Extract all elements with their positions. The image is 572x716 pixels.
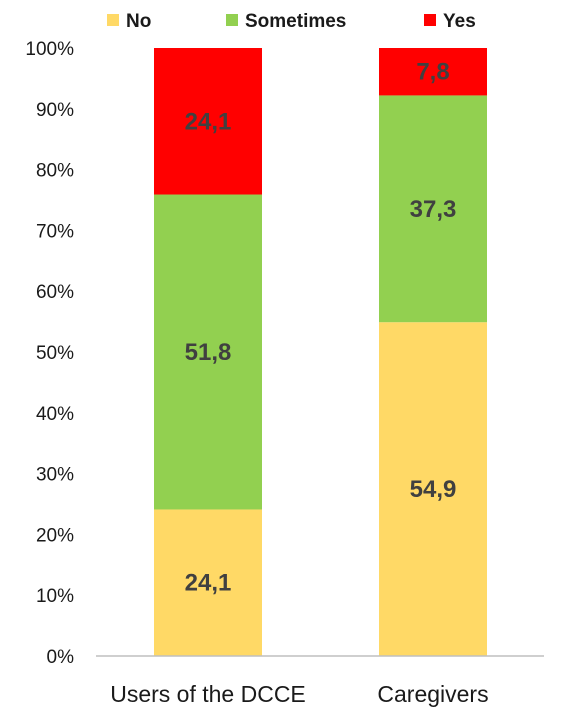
y-tick-label: 70% xyxy=(36,221,74,242)
bar-segment-sometimes xyxy=(379,95,487,323)
y-tick-label: 50% xyxy=(36,343,74,364)
y-tick-label: 10% xyxy=(36,586,74,607)
bar-segment-sometimes xyxy=(154,194,262,510)
data-label: 51,8 xyxy=(185,339,232,366)
legend: No Sometimes Yes xyxy=(107,11,476,32)
legend-label: Sometimes xyxy=(245,11,346,32)
legend-swatch-sometimes xyxy=(226,14,238,26)
x-category-label: Users of the DCCE xyxy=(110,681,306,707)
data-label: 24,1 xyxy=(185,108,232,135)
y-tick-label: 60% xyxy=(36,282,74,303)
x-category-label: Caregivers xyxy=(377,681,488,707)
y-axis: 0% 10% 20% 30% 40% 50% 60% 70% 80% 90% 100% xyxy=(25,39,74,668)
data-label: 54,9 xyxy=(410,476,457,503)
bar-segment-no xyxy=(154,509,262,656)
legend-label: No xyxy=(126,11,151,32)
bar-segment-no xyxy=(379,322,487,656)
y-tick-label: 90% xyxy=(36,100,74,121)
y-tick-label: 40% xyxy=(36,404,74,425)
y-tick-label: 80% xyxy=(36,161,74,182)
data-label: 37,3 xyxy=(410,196,457,223)
bar-segment-yes xyxy=(154,48,262,195)
bar-segment-yes xyxy=(379,48,487,96)
y-tick-label: 100% xyxy=(25,39,74,60)
bars: 24,1 51,8 24,1 54,9 37,3 7,8 xyxy=(154,48,487,656)
y-tick-label: 30% xyxy=(36,465,74,486)
legend-swatch-no xyxy=(107,14,119,26)
data-label: 7,8 xyxy=(416,59,449,86)
data-label: 24,1 xyxy=(185,570,232,597)
y-tick-label: 0% xyxy=(47,647,75,668)
x-axis: Users of the DCCE Caregivers xyxy=(96,655,544,707)
legend-swatch-yes xyxy=(424,14,436,26)
legend-label: Yes xyxy=(443,11,476,32)
y-tick-label: 20% xyxy=(36,525,74,546)
